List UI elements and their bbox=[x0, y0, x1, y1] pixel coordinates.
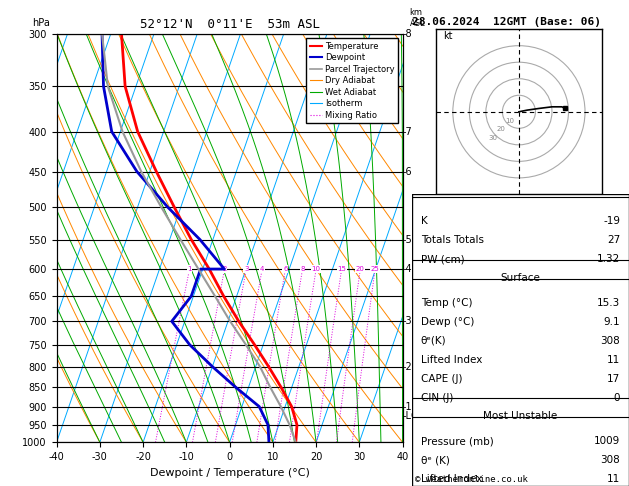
Text: 0: 0 bbox=[614, 393, 620, 402]
Text: km
ASL: km ASL bbox=[409, 8, 425, 28]
Text: Surface: Surface bbox=[501, 273, 540, 283]
Text: -3: -3 bbox=[403, 316, 412, 326]
Text: 15.3: 15.3 bbox=[597, 298, 620, 308]
Text: K: K bbox=[421, 216, 428, 226]
Text: 1: 1 bbox=[187, 266, 192, 272]
Text: 17: 17 bbox=[607, 374, 620, 383]
Text: Totals Totals: Totals Totals bbox=[421, 235, 484, 245]
Text: 25: 25 bbox=[370, 266, 379, 272]
Text: -19: -19 bbox=[603, 216, 620, 226]
Text: -7: -7 bbox=[403, 126, 413, 137]
Text: hPa: hPa bbox=[33, 18, 50, 28]
Text: -1: -1 bbox=[403, 401, 412, 412]
Text: -2: -2 bbox=[403, 362, 413, 372]
Text: 3: 3 bbox=[244, 266, 248, 272]
Text: kt: kt bbox=[443, 31, 452, 41]
Text: Mixing Ratio (g/kg): Mixing Ratio (g/kg) bbox=[429, 195, 438, 281]
Text: 10: 10 bbox=[311, 266, 321, 272]
Text: 20: 20 bbox=[497, 126, 506, 132]
Text: 11: 11 bbox=[607, 474, 620, 484]
Text: -6: -6 bbox=[403, 167, 412, 176]
Text: Pressure (mb): Pressure (mb) bbox=[421, 436, 493, 446]
Title: 52°12'N  0°11'E  53m ASL: 52°12'N 0°11'E 53m ASL bbox=[140, 18, 320, 32]
X-axis label: Dewpoint / Temperature (°C): Dewpoint / Temperature (°C) bbox=[150, 468, 309, 478]
Text: 28.06.2024  12GMT (Base: 06): 28.06.2024 12GMT (Base: 06) bbox=[412, 17, 601, 27]
Text: -8: -8 bbox=[403, 29, 412, 39]
Text: -4: -4 bbox=[403, 264, 412, 274]
Text: CIN (J): CIN (J) bbox=[421, 393, 453, 402]
Text: 308: 308 bbox=[601, 455, 620, 465]
Text: Dewp (°C): Dewp (°C) bbox=[421, 317, 474, 327]
Text: 2: 2 bbox=[223, 266, 226, 272]
Text: Lifted Index: Lifted Index bbox=[421, 474, 482, 484]
Text: 8: 8 bbox=[300, 266, 305, 272]
Text: 27: 27 bbox=[607, 235, 620, 245]
Text: PW (cm): PW (cm) bbox=[421, 254, 464, 264]
Text: 6: 6 bbox=[283, 266, 287, 272]
Text: Lifted Index: Lifted Index bbox=[421, 355, 482, 364]
Text: θᵉ (K): θᵉ (K) bbox=[421, 455, 450, 465]
Text: θᵉ(K): θᵉ(K) bbox=[421, 336, 447, 346]
Text: 4: 4 bbox=[260, 266, 264, 272]
Text: 1009: 1009 bbox=[594, 436, 620, 446]
Text: Most Unstable: Most Unstable bbox=[483, 412, 558, 421]
Text: © weatheronline.co.uk: © weatheronline.co.uk bbox=[415, 474, 528, 484]
Text: 11: 11 bbox=[607, 355, 620, 364]
Text: 9.1: 9.1 bbox=[604, 317, 620, 327]
Text: 308: 308 bbox=[601, 336, 620, 346]
Legend: Temperature, Dewpoint, Parcel Trajectory, Dry Adiabat, Wet Adiabat, Isotherm, Mi: Temperature, Dewpoint, Parcel Trajectory… bbox=[306, 38, 398, 123]
Text: 30: 30 bbox=[488, 135, 497, 141]
Text: -5: -5 bbox=[403, 235, 413, 244]
Text: -LCL: -LCL bbox=[403, 411, 424, 421]
Text: Temp (°C): Temp (°C) bbox=[421, 298, 472, 308]
Text: 10: 10 bbox=[506, 118, 515, 123]
Text: CAPE (J): CAPE (J) bbox=[421, 374, 462, 383]
Text: 20: 20 bbox=[356, 266, 365, 272]
Text: 15: 15 bbox=[337, 266, 346, 272]
FancyBboxPatch shape bbox=[412, 194, 629, 486]
Text: 1.32: 1.32 bbox=[597, 254, 620, 264]
